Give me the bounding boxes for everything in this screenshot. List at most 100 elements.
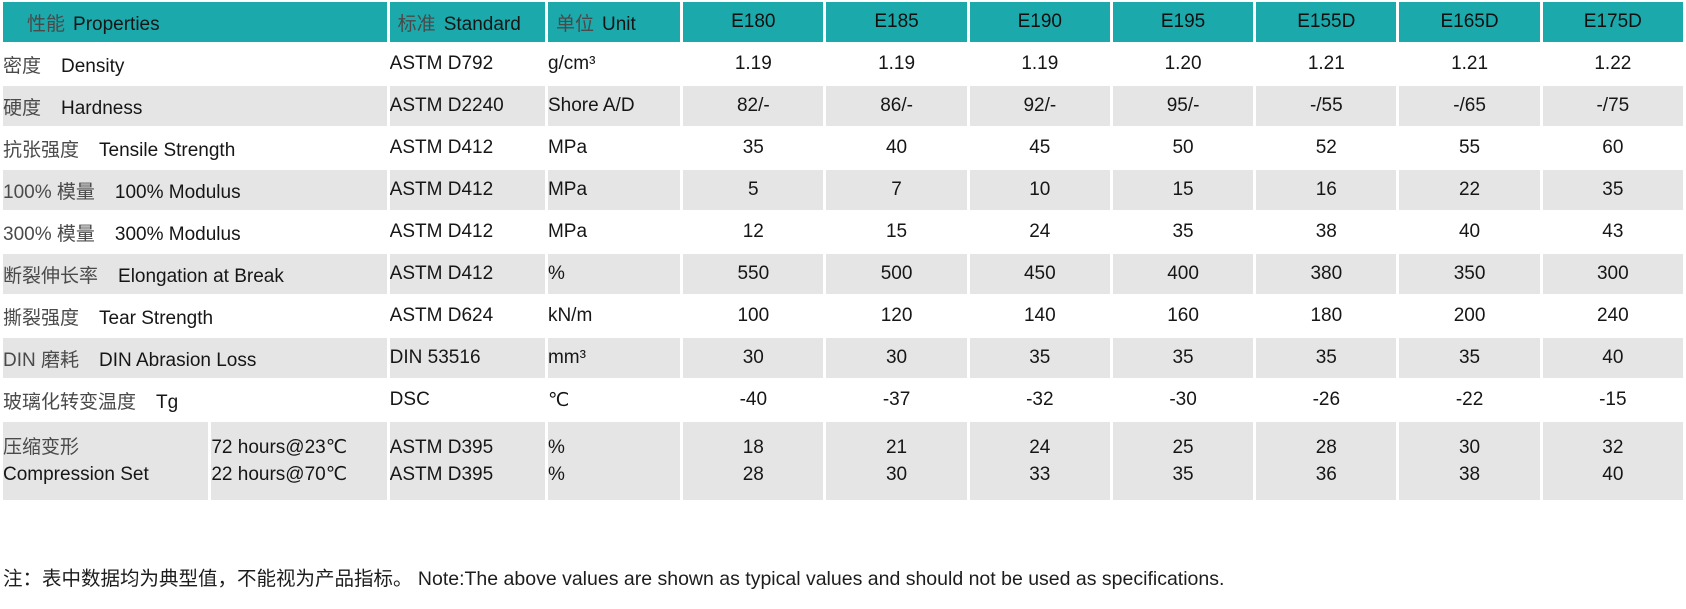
standard-cell: ASTM D412 — [389, 128, 545, 168]
value-cell: 1.21 — [1399, 44, 1540, 84]
properties-table: 性能 Properties 标准 Standard 单位 Unit E180 E185 E… — [3, 2, 1683, 500]
value-line: 30 — [885, 464, 908, 485]
value-cell: 180 — [1256, 296, 1397, 336]
property-cell: 密度 Density — [3, 44, 387, 84]
value-cell: 28 36 — [1256, 422, 1397, 500]
property-name-en: Tg — [156, 391, 179, 413]
unit-line: % — [547, 464, 565, 485]
property-name-en: Elongation at Break — [118, 265, 284, 287]
value-cell: 550 — [683, 254, 824, 294]
value-cell: 55 — [1399, 128, 1540, 168]
standard-cell: DSC — [389, 380, 545, 420]
unit-cell: Shore A/D — [547, 86, 681, 126]
standard-cell: ASTM D2240 — [389, 86, 545, 126]
property-name-en: Compression Set — [3, 464, 149, 485]
value-cell: 160 — [1112, 296, 1254, 336]
unit-cell: kN/m — [547, 296, 681, 336]
unit-cell: %% — [547, 422, 681, 500]
value-cell: 35 — [969, 338, 1110, 378]
unit-cell: % — [547, 254, 681, 294]
value-cell: 140 — [969, 296, 1110, 336]
header-standard-cn: 标准 — [397, 13, 436, 35]
header-grade-E190: E190 — [969, 2, 1110, 42]
standard-line: ASTM D395 — [389, 437, 494, 458]
standard-cell: ASTM D792 — [389, 44, 545, 84]
value-line: 33 — [1029, 464, 1051, 485]
unit-line: % — [547, 437, 565, 458]
property-name-en: Tensile Strength — [99, 139, 236, 161]
property-name-cn: 密度 — [3, 55, 42, 77]
property-name-cn: 压缩变形 — [3, 437, 80, 458]
condition-cell: 72 hours@23℃ 22 hours@70℃ — [211, 422, 387, 500]
value-cell: 35 — [1112, 212, 1254, 252]
value-cell: 350 — [1399, 254, 1540, 294]
value-cell: 1.22 — [1542, 44, 1683, 84]
header-unit: 单位 Unit — [547, 2, 681, 42]
property-name-en: Tear Strength — [99, 307, 214, 329]
value-cell: 60 — [1542, 128, 1683, 168]
value-cell: 1.19 — [969, 44, 1110, 84]
value-cell: 24 — [969, 212, 1110, 252]
value-cell: 30 38 — [1399, 422, 1540, 500]
value-cell: 32 40 — [1542, 422, 1683, 500]
value-line: 25 — [1172, 437, 1194, 458]
value-cell: 1.19 — [683, 44, 824, 84]
unit-cell: mm³ — [547, 338, 681, 378]
property-cell: 玻璃化转变温度 Tg — [3, 380, 387, 420]
property-name-en: 300% Modulus — [114, 223, 241, 245]
table-row: DIN 磨耗 DIN Abrasion Loss DIN 53516 mm³ 30 30 3… — [3, 338, 1683, 378]
standard-cell: DIN 53516 — [389, 338, 545, 378]
property-cell: 硬度 Hardness — [3, 86, 387, 126]
table-row: 密度 Density ASTM D792 g/cm³ 1.19 1.19 1.19 1.20 1… — [3, 44, 1683, 84]
header-unit-cn: 单位 — [555, 13, 594, 35]
value-cell: 95/- — [1112, 86, 1254, 126]
standard-cell: ASTM D412 — [389, 170, 545, 210]
standard-line: ASTM D395 — [389, 464, 494, 485]
property-cell: 100% 模量 100% Modulus — [3, 170, 387, 210]
standard-cell: ASTM D412 — [389, 212, 545, 252]
value-cell: 30 — [683, 338, 824, 378]
value-cell: 30 — [826, 338, 967, 378]
value-line: 24 — [1029, 437, 1051, 458]
value-cell: 21 30 — [826, 422, 967, 500]
unit-cell: g/cm³ — [547, 44, 681, 84]
header-grade-E165D: E165D — [1399, 2, 1540, 42]
property-cell: 抗张强度 Tensile Strength — [3, 128, 387, 168]
value-cell: 12 — [683, 212, 824, 252]
compression-set-row: 压缩变形 Compression Set 72 hours@23℃ 22 hours@… — [3, 422, 1683, 500]
value-cell: 24 33 — [969, 422, 1110, 500]
value-line: 38 — [1458, 464, 1481, 485]
value-cell: 200 — [1399, 296, 1540, 336]
value-cell: -26 — [1256, 380, 1397, 420]
value-cell: 500 — [826, 254, 967, 294]
footnote: 注：表中数据均为典型值，不能视为产品指标。 Note:The above val… — [3, 568, 1225, 590]
value-cell: -32 — [969, 380, 1110, 420]
property-name-cn: DIN 磨耗 — [3, 349, 80, 371]
unit-cell: MPa — [547, 212, 681, 252]
value-cell: 18 28 — [683, 422, 824, 500]
value-cell: 5 — [683, 170, 824, 210]
value-cell: 86/- — [826, 86, 967, 126]
value-cell: 1.21 — [1256, 44, 1397, 84]
table-row: 玻璃化转变温度 Tg DSC ℃ -40 -37 -32 -30 -26 -22 -15 — [3, 380, 1683, 420]
value-cell: 380 — [1256, 254, 1397, 294]
property-name-cn: 撕裂强度 — [3, 307, 80, 329]
value-cell: 50 — [1112, 128, 1254, 168]
value-cell: 40 — [1542, 338, 1683, 378]
header-properties-en: Properties — [73, 13, 160, 35]
property-cell: 压缩变形 Compression Set — [3, 422, 209, 500]
value-cell: -/75 — [1542, 86, 1683, 126]
value-cell: 22 — [1399, 170, 1540, 210]
value-cell: 100 — [683, 296, 824, 336]
value-cell: 45 — [969, 128, 1110, 168]
value-cell: 35 — [683, 128, 824, 168]
value-line: 32 — [1602, 437, 1624, 458]
value-cell: 38 — [1256, 212, 1397, 252]
unit-cell: ℃ — [547, 380, 681, 420]
property-name-cn: 100% 模量 — [3, 181, 95, 203]
standard-cell: ASTM D395 ASTM D395 — [389, 422, 545, 500]
header-grade-E185: E185 — [826, 2, 967, 42]
table-row: 撕裂强度 Tear Strength ASTM D624 kN/m 100 120 140 1… — [3, 296, 1683, 336]
property-name-cn: 300% 模量 — [3, 223, 95, 245]
table-row: 硬度 Hardness ASTM D2240 Shore A/D 82/- 86/- 92/… — [3, 86, 1683, 126]
